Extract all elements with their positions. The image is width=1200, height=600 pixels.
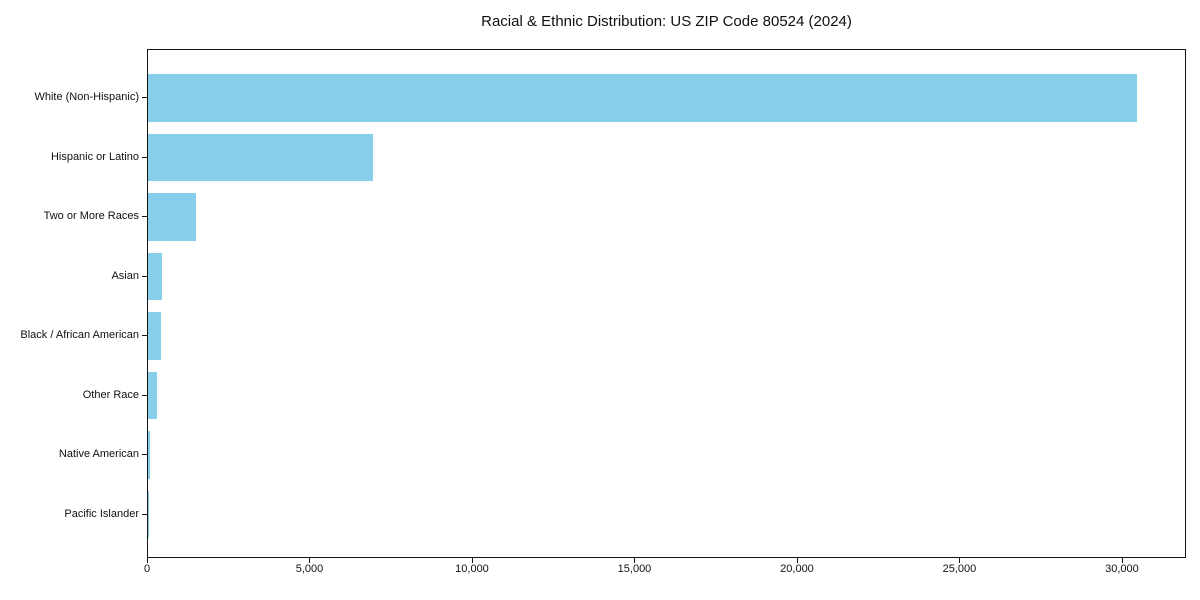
y-tick-mark	[142, 216, 147, 217]
y-tick-mark	[142, 513, 147, 515]
x-tick-mark	[959, 558, 961, 563]
y-tick-label: Two or More Races	[43, 210, 139, 222]
bar-white-non-hispanic	[148, 74, 1137, 122]
plot-area	[147, 49, 1186, 558]
chart-title: Racial & Ethnic Distribution: US ZIP Cod…	[481, 13, 852, 30]
x-tick-mark	[471, 558, 473, 563]
y-tick-label: Pacific Islander	[64, 507, 139, 520]
x-tick-mark	[796, 558, 798, 563]
y-tick-mark	[142, 156, 147, 158]
x-tick-mark	[1121, 558, 1123, 563]
bar-black-african-american	[148, 312, 162, 360]
x-tick-label: 25,000	[942, 563, 977, 575]
y-tick-label: Other Race	[82, 388, 139, 401]
x-tick-mark	[147, 558, 148, 563]
x-tick-label: 20,000	[780, 563, 814, 575]
x-tick-mark	[309, 558, 311, 563]
bar-other-race	[148, 371, 158, 420]
y-tick-mark	[142, 275, 147, 277]
y-tick-mark	[142, 97, 147, 98]
bar-hispanic-or-latino	[148, 133, 374, 182]
x-tick-label: 10,000	[455, 563, 489, 575]
y-tick-mark	[142, 454, 147, 455]
x-tick-label: 30,000	[1105, 563, 1139, 575]
x-tick-label: 5,000	[295, 563, 324, 575]
y-tick-label: Native American	[58, 448, 139, 460]
bar-native-american	[148, 431, 150, 479]
y-tick-label: White (Non-Hispanic)	[34, 91, 139, 103]
x-tick-label: 15,000	[617, 563, 652, 575]
bar-two-or-more-races	[148, 193, 197, 241]
y-tick-mark	[142, 335, 147, 336]
y-tick-label: Asian	[111, 269, 139, 282]
x-tick-mark	[634, 558, 636, 563]
y-tick-label: Black / African American	[20, 329, 139, 341]
bar-pacific-islander	[148, 490, 149, 539]
bar-asian	[148, 252, 163, 301]
y-tick-mark	[142, 394, 147, 396]
x-tick-label: 0	[143, 563, 151, 575]
y-tick-label: Hispanic or Latino	[50, 150, 139, 163]
